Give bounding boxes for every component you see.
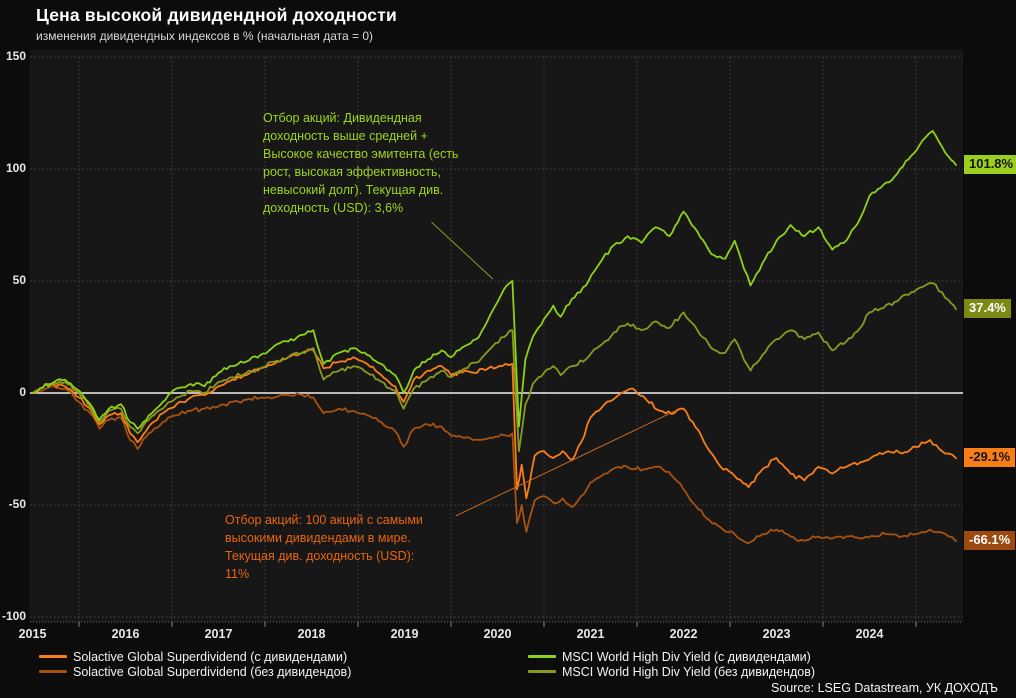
y-axis-label: -100 xyxy=(1,609,26,623)
orange_callout-line xyxy=(455,410,676,517)
legend-label: MSCI World High Div Yield (без дивидендо… xyxy=(562,664,816,679)
annotation-orange-strategy: Отбор акций: 100 акций с самыми высокими… xyxy=(225,513,423,581)
y-axis-label: 50 xyxy=(12,273,26,287)
plot-area xyxy=(30,50,963,622)
series-line-dark_green xyxy=(31,282,957,453)
legend-item-msci-total-return: MSCI World High Div Yield (с дивидендами… xyxy=(528,649,815,664)
y-axis-label: 150 xyxy=(5,49,26,63)
legend-item-solactive-price: Solactive Global Superdividend (без диви… xyxy=(39,664,352,679)
y-axis-label: 100 xyxy=(5,161,26,175)
x-axis-label: 2020 xyxy=(483,627,512,641)
page-title: Цена высокой дивидендной доходности xyxy=(36,5,397,25)
legend-item-msci-price: MSCI World High Div Yield (без дивидендо… xyxy=(528,664,816,679)
msci-price-line-swatch xyxy=(528,670,556,673)
series-line-bright_orange xyxy=(31,348,957,500)
legend-label: MSCI World High Div Yield (с дивидендами… xyxy=(562,649,811,664)
x-axis-label: 2021 xyxy=(576,627,605,641)
legend-left-column: Solactive Global Superdividend (с дивиде… xyxy=(39,649,352,679)
solactive-price-line-swatch xyxy=(39,670,67,673)
msci-total-return-line-swatch xyxy=(528,655,556,658)
annotation-green-strategy: Отбор акций: Дивидендная доходность выше… xyxy=(263,111,459,215)
series-line-dark_orange xyxy=(31,385,957,544)
green_callout-line xyxy=(431,221,494,280)
x-axis-label: 2024 xyxy=(855,627,884,641)
x-axis-label: 2023 xyxy=(762,627,791,641)
y-axis-label: 0 xyxy=(19,385,26,399)
series-line-bright_green xyxy=(31,129,957,430)
x-axis-label: 2019 xyxy=(390,627,419,641)
end-value-label-dark_orange: -66.1% xyxy=(964,531,1016,551)
page-subtitle: изменения дивидендных индексов в % (нача… xyxy=(36,29,374,43)
x-axis-label: 2015 xyxy=(18,627,47,641)
y-axis-label: -50 xyxy=(8,497,26,511)
x-axis-label: 2017 xyxy=(204,627,233,641)
legend-item-solactive-total-return: Solactive Global Superdividend (с дивиде… xyxy=(39,649,351,664)
end-value-label-dark_green: 37.4% xyxy=(964,299,1011,319)
x-axis-label: 2022 xyxy=(669,627,698,641)
legend-label: Solactive Global Superdividend (без диви… xyxy=(73,664,352,679)
legend-label: Solactive Global Superdividend (с дивиде… xyxy=(73,649,348,664)
solactive-total-return-line-swatch xyxy=(39,655,67,658)
end-value-label-bright_green: 101.8% xyxy=(964,154,1016,174)
legend-right-column: MSCI World High Div Yield (с дивидендами… xyxy=(528,649,816,679)
x-axis-label: 2016 xyxy=(111,627,140,641)
x-axis-label: 2018 xyxy=(297,627,326,641)
end-value-label-bright_orange: -29.1% xyxy=(964,448,1016,468)
source-credit: Source: LSEG Datastream, УК ДОХОДЪ xyxy=(771,681,998,695)
